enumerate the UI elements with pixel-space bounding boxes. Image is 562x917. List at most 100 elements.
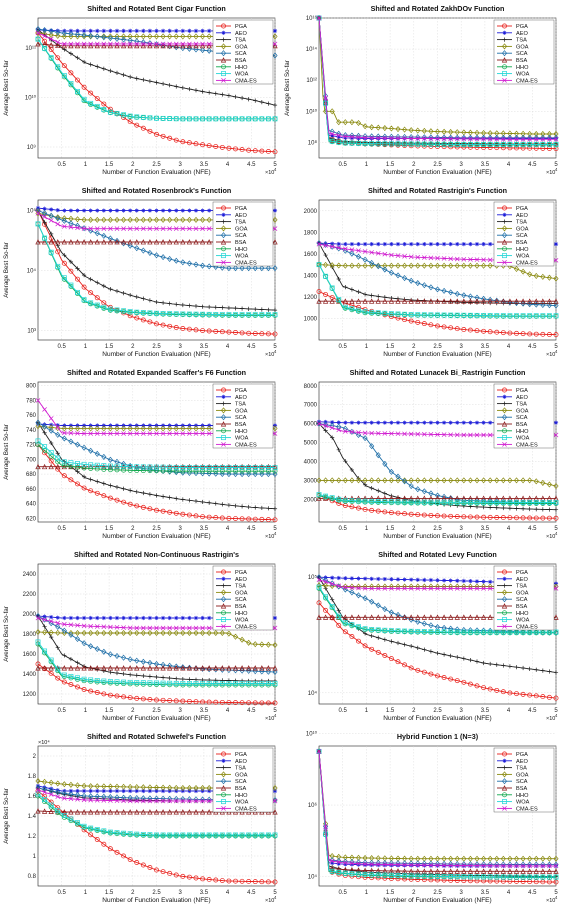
series-marker [395, 477, 401, 484]
series-marker [114, 497, 120, 503]
series-marker [147, 506, 153, 512]
y-tick-label: 1.2 [28, 834, 37, 840]
series-marker [252, 312, 258, 318]
series-marker [147, 115, 153, 121]
series-marker [160, 311, 166, 316]
series-marker [193, 665, 199, 672]
series-marker [180, 326, 186, 331]
series-marker [553, 302, 559, 309]
series-marker [147, 865, 153, 870]
series-marker [180, 239, 186, 245]
series-marker [180, 809, 186, 815]
series-marker [342, 134, 348, 139]
series-marker [81, 795, 87, 800]
x-tick-label: 5 [554, 162, 558, 168]
series-marker [323, 243, 328, 248]
series-marker [441, 873, 447, 879]
series-marker [355, 253, 362, 260]
series-marker [127, 798, 133, 804]
y-tick-label: 620 [26, 516, 37, 522]
series-marker [428, 128, 434, 135]
series-marker [81, 788, 87, 794]
legend-label: GOA [235, 44, 248, 50]
series-marker [42, 430, 47, 435]
series-marker [336, 853, 342, 860]
series-marker [507, 477, 513, 484]
series-marker [375, 627, 381, 633]
y-tick-label: 1.8 [28, 774, 37, 780]
series-marker [329, 858, 335, 864]
series-marker [108, 615, 113, 621]
series-marker [160, 425, 166, 432]
series-marker [180, 497, 185, 502]
x-axis-multiplier-exponent: 4 [555, 895, 558, 900]
series-marker [35, 639, 41, 645]
series-marker [316, 298, 322, 304]
series-marker [408, 277, 414, 284]
series-marker [527, 130, 533, 137]
series-marker [448, 629, 454, 635]
series-marker [160, 625, 166, 631]
x-tick-label: 3 [460, 162, 464, 168]
series-marker [389, 252, 394, 258]
series-marker [375, 499, 381, 504]
legend-marker [501, 589, 508, 596]
x-tick-label: 0.5 [58, 708, 67, 714]
series-marker [167, 216, 173, 223]
x-axis-multiplier-exponent: 4 [274, 713, 277, 718]
series-marker [121, 41, 126, 47]
series-marker [55, 455, 61, 461]
series-marker [81, 687, 87, 692]
series-marker [114, 624, 120, 630]
series-marker [134, 309, 140, 315]
series-marker [55, 208, 60, 213]
series-marker [68, 460, 74, 466]
series-marker [206, 629, 212, 637]
series-marker [421, 312, 427, 318]
series-marker [422, 577, 427, 583]
series-marker [35, 615, 41, 621]
legend-marker [221, 37, 226, 42]
series-marker [180, 468, 186, 474]
series-marker [206, 311, 212, 317]
legend-label: GOA [235, 408, 248, 414]
series-marker [454, 141, 460, 147]
series-marker [108, 670, 113, 675]
series-marker [206, 809, 212, 815]
series-marker [349, 871, 355, 877]
series-marker [107, 425, 113, 432]
series-marker [187, 226, 192, 232]
series-marker [186, 216, 192, 223]
series-marker [147, 310, 153, 316]
series-marker [520, 665, 526, 671]
series-marker [265, 681, 271, 686]
series-line [318, 264, 557, 280]
series-marker [546, 302, 552, 309]
series-marker [514, 506, 519, 511]
series-marker [481, 134, 487, 141]
series-marker [121, 208, 126, 213]
series-marker [121, 629, 127, 637]
series-marker [265, 331, 271, 337]
series-marker [174, 788, 179, 794]
series-marker [481, 477, 487, 484]
x-tick-label: 2 [131, 344, 135, 350]
legend-marker [502, 442, 507, 447]
series-marker [252, 879, 258, 885]
series-marker [187, 86, 192, 92]
series-marker [336, 613, 342, 619]
legend-label: PGA [235, 206, 247, 212]
series-marker [441, 128, 447, 135]
series-marker [167, 625, 173, 631]
series-marker [101, 788, 106, 794]
series-marker [200, 41, 205, 47]
series-marker [474, 683, 480, 689]
series-marker [455, 655, 460, 660]
series-marker [252, 832, 258, 838]
series-marker [259, 681, 265, 686]
x-tick-label: 2 [131, 708, 135, 714]
series-marker [121, 464, 127, 469]
series-marker [500, 134, 506, 141]
series-marker [401, 495, 408, 501]
series-marker [540, 313, 546, 319]
